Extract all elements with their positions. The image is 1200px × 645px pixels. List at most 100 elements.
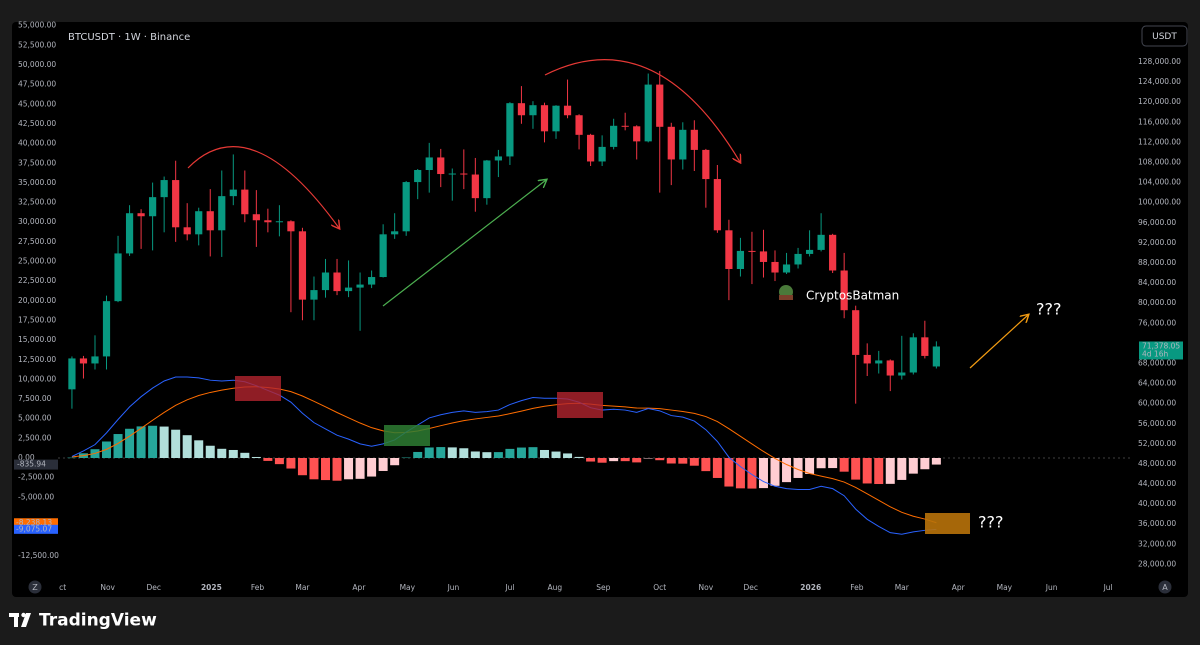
brand: TradingView	[9, 611, 157, 631]
highlight-box	[235, 376, 281, 401]
y-tick-label: 88,000.00	[1138, 258, 1176, 267]
y-tick-label: 116,000.00	[1138, 117, 1181, 126]
histogram-bar	[805, 458, 815, 474]
candle-body	[794, 253, 802, 265]
y2-tick-label: 22,500.00	[18, 276, 56, 285]
y2-tick-label: 30,000.00	[18, 217, 56, 226]
y2-tick-label: 20,000.00	[18, 296, 56, 305]
button-frame[interactable]	[1141, 25, 1188, 47]
zoom-button[interactable]: Z	[28, 580, 42, 594]
candle-body	[333, 272, 341, 292]
value-label: -9,075.07	[16, 524, 52, 533]
button-label[interactable]: USDT	[1152, 32, 1177, 42]
button-label[interactable]: A	[1162, 583, 1168, 592]
histogram-bar	[885, 458, 895, 484]
candle-body	[229, 189, 237, 197]
histogram-bar	[274, 458, 284, 465]
histogram-bar	[816, 458, 826, 469]
candle-body	[448, 173, 456, 175]
histogram-bar	[321, 458, 331, 481]
y-tick-label: 64,000.00	[1138, 379, 1176, 388]
histogram-bar	[747, 458, 757, 489]
candle-body	[483, 160, 491, 199]
histogram-bar	[758, 458, 768, 489]
x-tick-label: Nov	[699, 583, 714, 592]
candle-body	[563, 105, 572, 116]
x-tick-label: 2025	[201, 583, 222, 592]
y-tick-label: 80,000.00	[1138, 298, 1176, 307]
histogram-bar	[228, 449, 238, 459]
y-tick-label: 84,000.00	[1138, 278, 1176, 287]
button-label[interactable]: Z	[32, 583, 38, 592]
histogram-bar	[205, 445, 215, 459]
histogram-bar	[793, 458, 803, 478]
candle-body	[829, 234, 837, 271]
histogram-bar	[539, 449, 549, 459]
currency-button[interactable]: USDT	[1141, 25, 1188, 47]
candle-body	[506, 103, 514, 157]
y2-tick-label: 5,000.00	[18, 414, 52, 423]
y2-tick-label: -5,000.00	[18, 492, 54, 501]
candle-body	[817, 234, 825, 250]
x-tick-label: Aug	[548, 583, 563, 592]
candle-body	[218, 196, 226, 231]
y-tick-label: 100,000.00	[1138, 198, 1181, 207]
candle-body	[402, 182, 410, 232]
y2-tick-label: 2,500.00	[18, 433, 52, 442]
candle-body	[368, 277, 376, 285]
candle-body	[264, 220, 272, 223]
arrow	[544, 59, 740, 162]
y2-tick-label: 40,000.00	[18, 139, 56, 148]
y-tick-label: 112,000.00	[1138, 137, 1181, 146]
y2-tick-label: 37,500.00	[18, 158, 56, 167]
button-frame[interactable]	[28, 580, 42, 594]
x-tick-label: Jul	[504, 583, 514, 592]
candle-body	[713, 179, 721, 231]
candle-body	[252, 214, 260, 221]
histogram-bar	[159, 426, 169, 459]
candle-body	[552, 105, 560, 132]
candle-body	[137, 213, 145, 217]
candle-body	[725, 230, 733, 269]
candle-body	[748, 250, 756, 252]
x-tick-label: ct	[59, 583, 66, 592]
histogram-bar	[643, 458, 653, 459]
candle-body	[921, 337, 929, 356]
annotation: ???	[1036, 300, 1061, 319]
candle-body	[275, 221, 283, 223]
histogram-bar	[171, 429, 181, 459]
x-tick-label: Dec	[744, 583, 759, 592]
x-tick-label: Sep	[596, 583, 610, 592]
y-tick-label: 104,000.00	[1138, 178, 1181, 187]
histogram-bar	[666, 458, 676, 464]
histogram-bar	[897, 458, 907, 480]
histogram-bar	[724, 458, 734, 487]
y2-tick-label: 27,500.00	[18, 237, 56, 246]
histogram-bar	[609, 458, 619, 462]
histogram-bar	[413, 451, 423, 459]
histogram-bar	[286, 458, 296, 469]
candle-body	[886, 360, 894, 376]
candle-body	[575, 115, 583, 135]
candle-body	[321, 272, 330, 291]
histogram-bar	[436, 447, 446, 459]
candle-body	[494, 156, 502, 161]
histogram-bar	[516, 447, 526, 459]
y-tick-label: 124,000.00	[1138, 77, 1181, 86]
candle-body	[195, 211, 203, 235]
candle-body	[656, 84, 664, 127]
auto-scale-button[interactable]: A	[1158, 580, 1172, 594]
candle-body	[529, 105, 537, 116]
histogram-bar	[782, 458, 792, 483]
histogram-bar	[378, 458, 388, 471]
candle-body	[183, 227, 191, 235]
candle-body	[79, 358, 88, 364]
candle-body	[898, 372, 906, 376]
y-tick-label: 36,000.00	[1138, 519, 1176, 528]
histogram-bar	[344, 458, 354, 480]
y2-tick-label: 47,500.00	[18, 80, 56, 89]
button-frame[interactable]	[1158, 580, 1172, 594]
chart-pane	[12, 22, 1188, 597]
